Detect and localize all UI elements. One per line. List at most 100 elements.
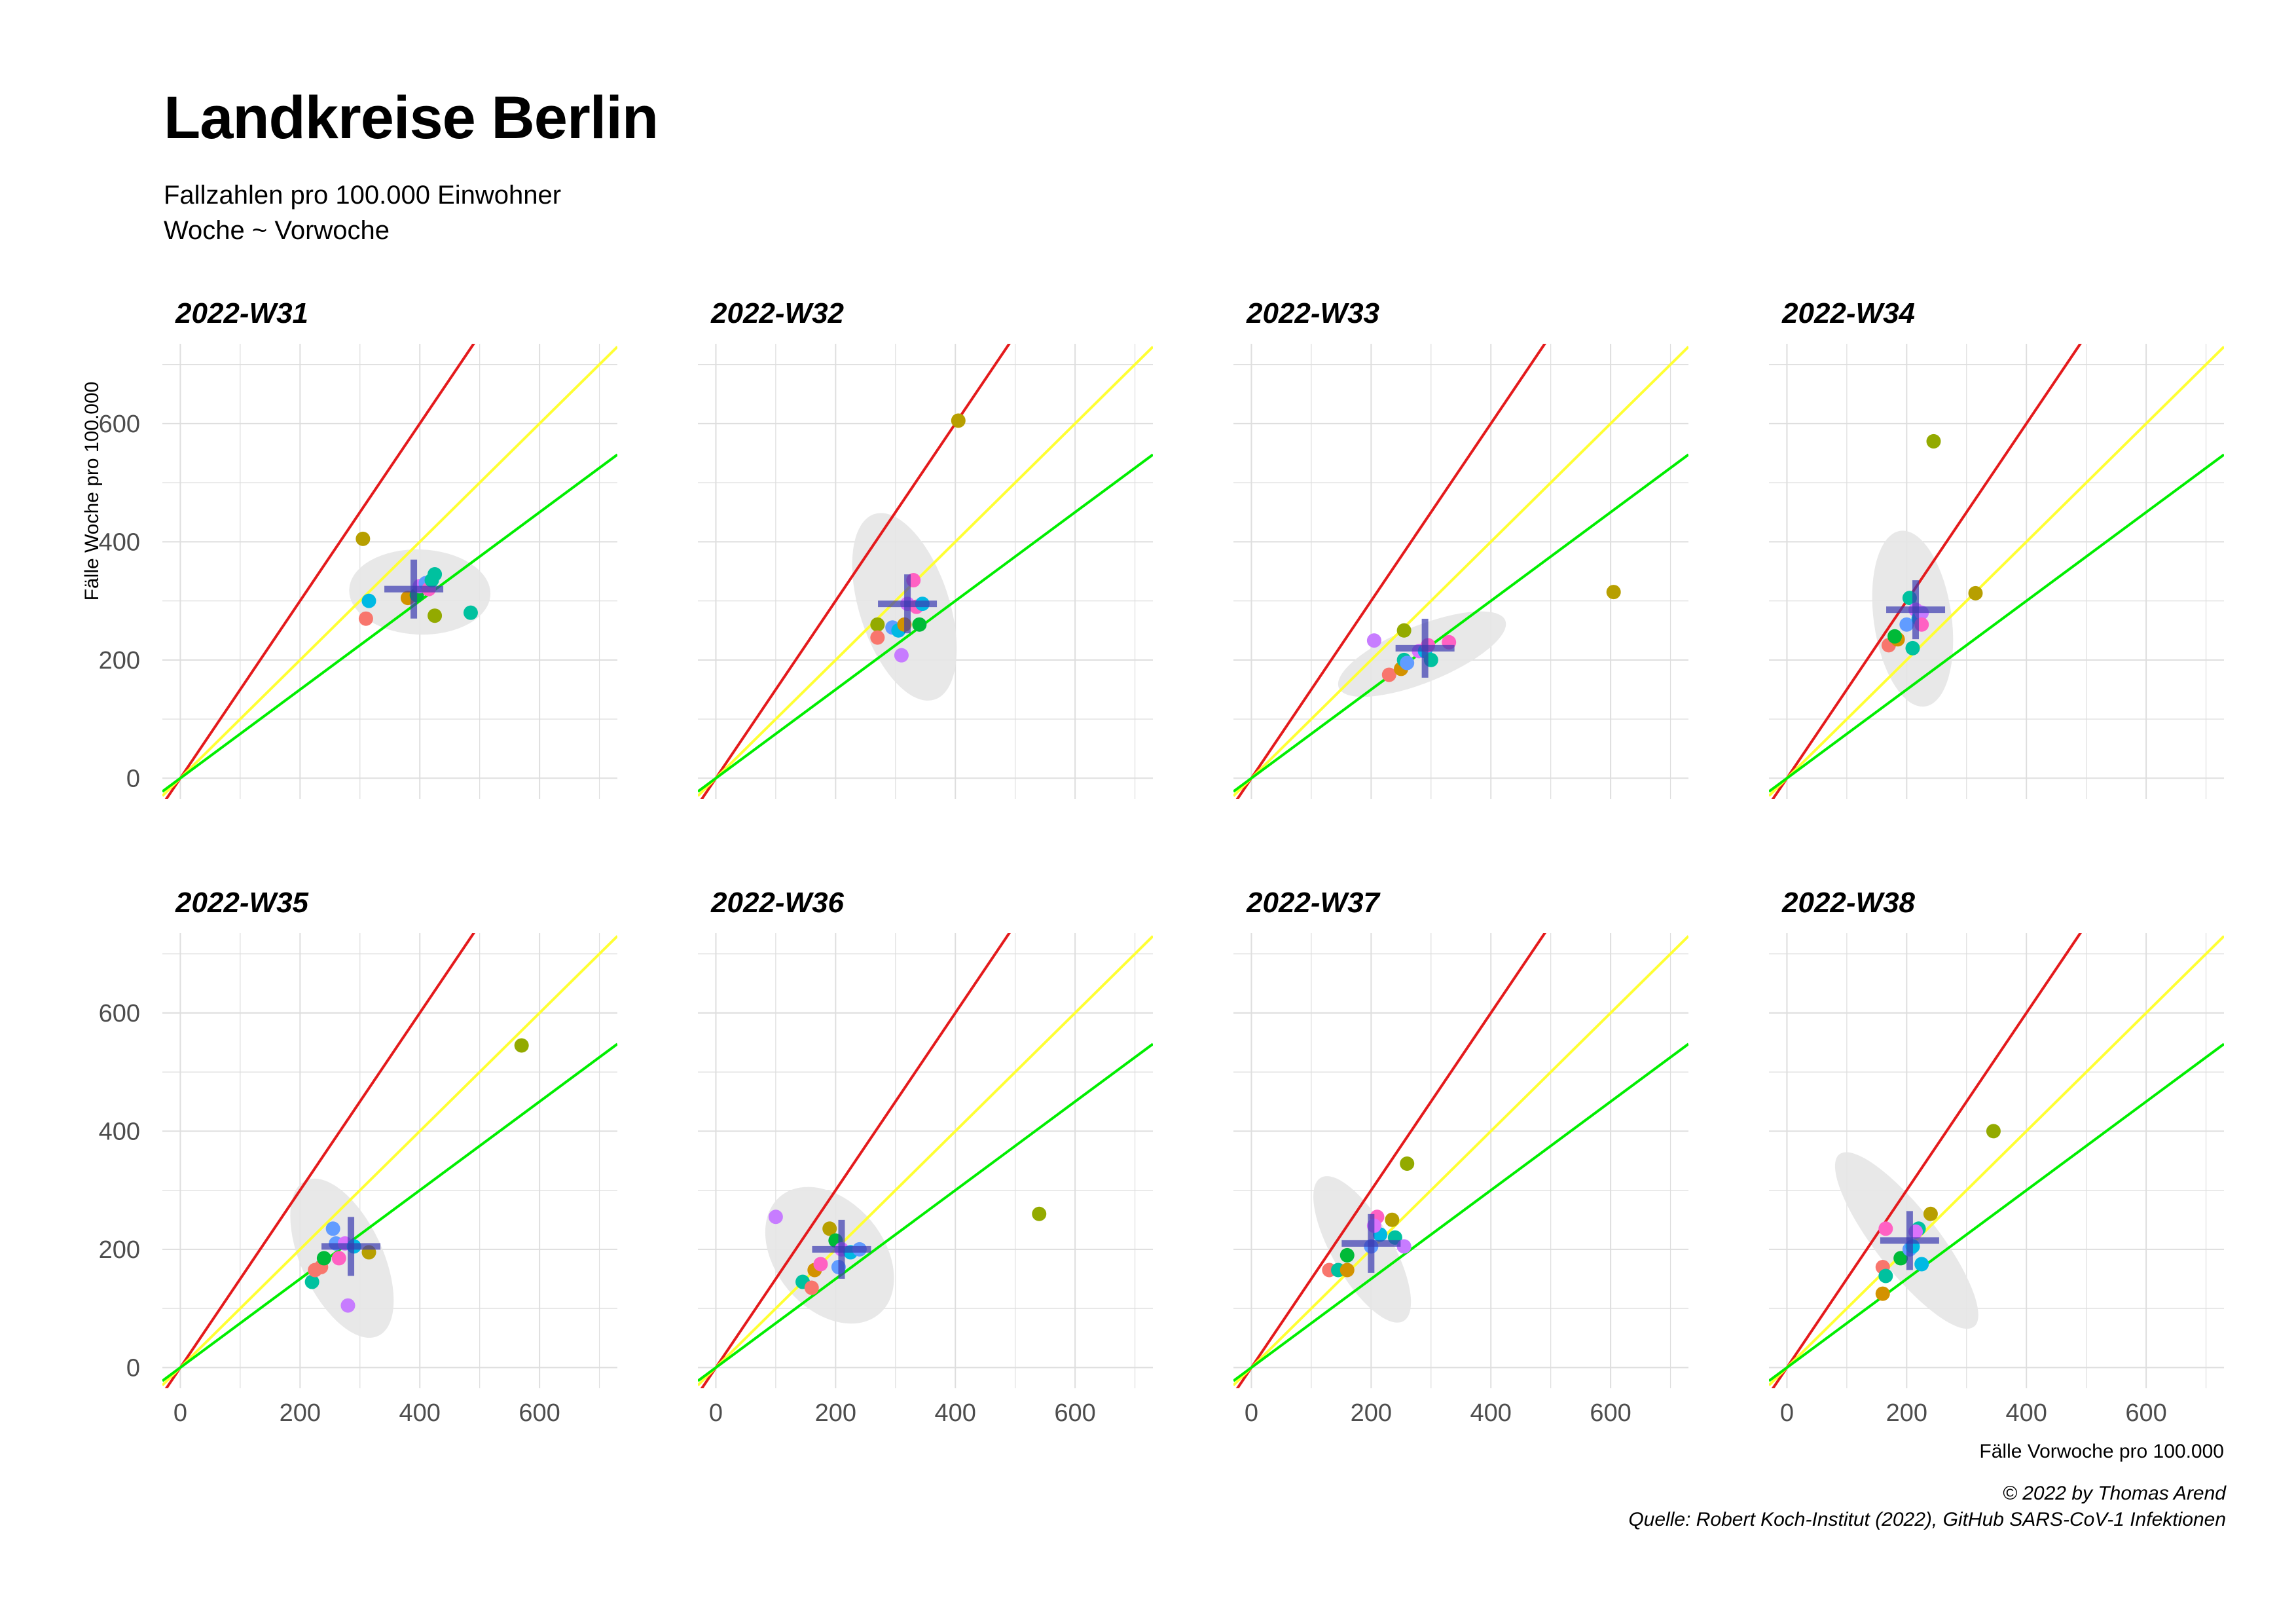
panel-title: 2022-W37 — [1246, 887, 1381, 919]
data-point — [304, 1274, 319, 1289]
reference-line-red — [164, 933, 475, 1388]
data-point — [316, 1251, 331, 1266]
reference-line-red — [1235, 933, 1546, 1388]
data-point — [1914, 1257, 1929, 1272]
panel-2022-W35: 2022-W35 0 200 400 600 0 200 400 600 — [99, 887, 617, 1427]
panel-title: 2022-W38 — [1781, 887, 1916, 919]
panel-grid — [1233, 933, 1688, 1388]
x-tick-label: 400 — [1470, 1399, 1512, 1427]
data-point — [912, 617, 927, 632]
data-point — [1986, 1124, 2001, 1139]
reference-line-red — [700, 933, 1011, 1388]
subtitle-line-1: Fallzahlen pro 100.000 Einwohner — [164, 181, 562, 210]
x-tick-label: 200 — [280, 1399, 321, 1427]
x-tick-label: 200 — [1886, 1399, 1927, 1427]
x-tick-label: 600 — [1054, 1399, 1095, 1427]
panel-2022-W31: 2022-W31 0 200 400 600 — [99, 297, 617, 799]
data-point — [325, 1221, 340, 1236]
panel-plot-area — [698, 344, 1153, 799]
data-point — [804, 1280, 819, 1295]
x-axis-label: Fälle Vorwoche pro 100.000 — [1979, 1441, 2224, 1462]
data-point — [361, 593, 376, 608]
data-point — [1899, 617, 1914, 632]
x-tick-label: 0 — [709, 1399, 723, 1427]
data-point — [1968, 585, 1983, 600]
chart-title: Landkreise Berlin — [164, 84, 659, 151]
data-point — [1366, 633, 1381, 648]
data-point — [894, 648, 909, 663]
data-point — [1905, 640, 1920, 655]
reference-line-yellow — [698, 346, 1153, 797]
panel-2022-W38: 2022-W38 0 200 400 600 — [1769, 887, 2224, 1427]
x-tick-label: 400 — [399, 1399, 441, 1427]
reference-line-red — [164, 344, 475, 799]
x-tick-label: 200 — [1351, 1399, 1392, 1427]
data-point — [1032, 1206, 1047, 1221]
x-tick-label: 0 — [173, 1399, 187, 1427]
data-point — [1339, 1263, 1355, 1278]
panel-plot-area — [1769, 933, 2224, 1388]
reference-line-yellow — [1769, 346, 2224, 797]
y-tick-label: 400 — [99, 528, 140, 556]
y-tick-label: 600 — [99, 1000, 140, 1027]
data-point — [1396, 623, 1412, 638]
reference-line-red — [1235, 344, 1546, 799]
reference-line-green — [698, 1043, 1153, 1382]
reference-line-green — [1769, 453, 2224, 793]
x-tick-label: 200 — [815, 1399, 856, 1427]
panel-title: 2022-W36 — [710, 887, 845, 919]
data-point — [1887, 629, 1903, 644]
panel-title: 2022-W35 — [175, 887, 309, 919]
data-point — [1923, 1206, 1938, 1221]
reference-line-green — [1233, 453, 1688, 793]
panel-plot-area — [698, 933, 1153, 1388]
x-tick-label: 400 — [935, 1399, 976, 1427]
y-tick-label: 200 — [99, 647, 140, 674]
data-point — [951, 413, 966, 428]
panel-plot-area — [162, 344, 617, 799]
panel-plot-area — [1233, 933, 1688, 1388]
panel-title: 2022-W34 — [1781, 297, 1915, 329]
data-point — [822, 1221, 837, 1236]
reference-line-yellow — [1233, 935, 1688, 1386]
reference-line-yellow — [162, 346, 617, 797]
panel-2022-W32: 2022-W32 — [698, 297, 1153, 799]
x-tick-label: 0 — [1780, 1399, 1794, 1427]
panel-grid — [162, 933, 617, 1388]
x-tick-label: 0 — [1245, 1399, 1258, 1427]
y-tick-label: 400 — [99, 1118, 140, 1145]
x-tick-label: 600 — [519, 1399, 560, 1427]
y-tick-label: 200 — [99, 1236, 140, 1264]
data-point — [514, 1038, 529, 1053]
data-point — [331, 1251, 346, 1266]
data-point — [1381, 667, 1396, 682]
data-point — [768, 1209, 783, 1225]
reference-line-green — [1233, 1043, 1688, 1382]
reference-line-yellow — [1233, 346, 1688, 797]
x-tick-label: 600 — [2125, 1399, 2166, 1427]
data-point — [1400, 655, 1415, 671]
data-point — [428, 567, 443, 582]
reference-line-red — [1771, 344, 2082, 799]
panel-title: 2022-W31 — [175, 297, 308, 329]
panel-2022-W34: 2022-W34 — [1769, 297, 2224, 799]
y-tick-label: 0 — [126, 765, 140, 792]
panel-grid — [698, 933, 1153, 1388]
data-point — [1926, 434, 1941, 449]
panel-grid — [1233, 344, 1688, 799]
panel-plot-area — [162, 933, 617, 1388]
caption-copyright: © 2022 by Thomas Arend — [2002, 1483, 2226, 1504]
y-tick-label: 0 — [126, 1354, 140, 1382]
data-point — [1606, 585, 1621, 600]
data-point — [1893, 1251, 1908, 1266]
panel-2022-W33: 2022-W33 — [1233, 297, 1688, 799]
panel-grid — [1769, 344, 2224, 799]
reference-line-green — [162, 453, 617, 793]
data-point — [870, 617, 885, 632]
y-axis-label: Fälle Woche pro 100.000 — [81, 382, 103, 601]
data-point — [463, 605, 478, 620]
reference-line-red — [700, 344, 1011, 799]
reference-line-green — [162, 1043, 617, 1382]
y-tick-label: 600 — [99, 411, 140, 438]
